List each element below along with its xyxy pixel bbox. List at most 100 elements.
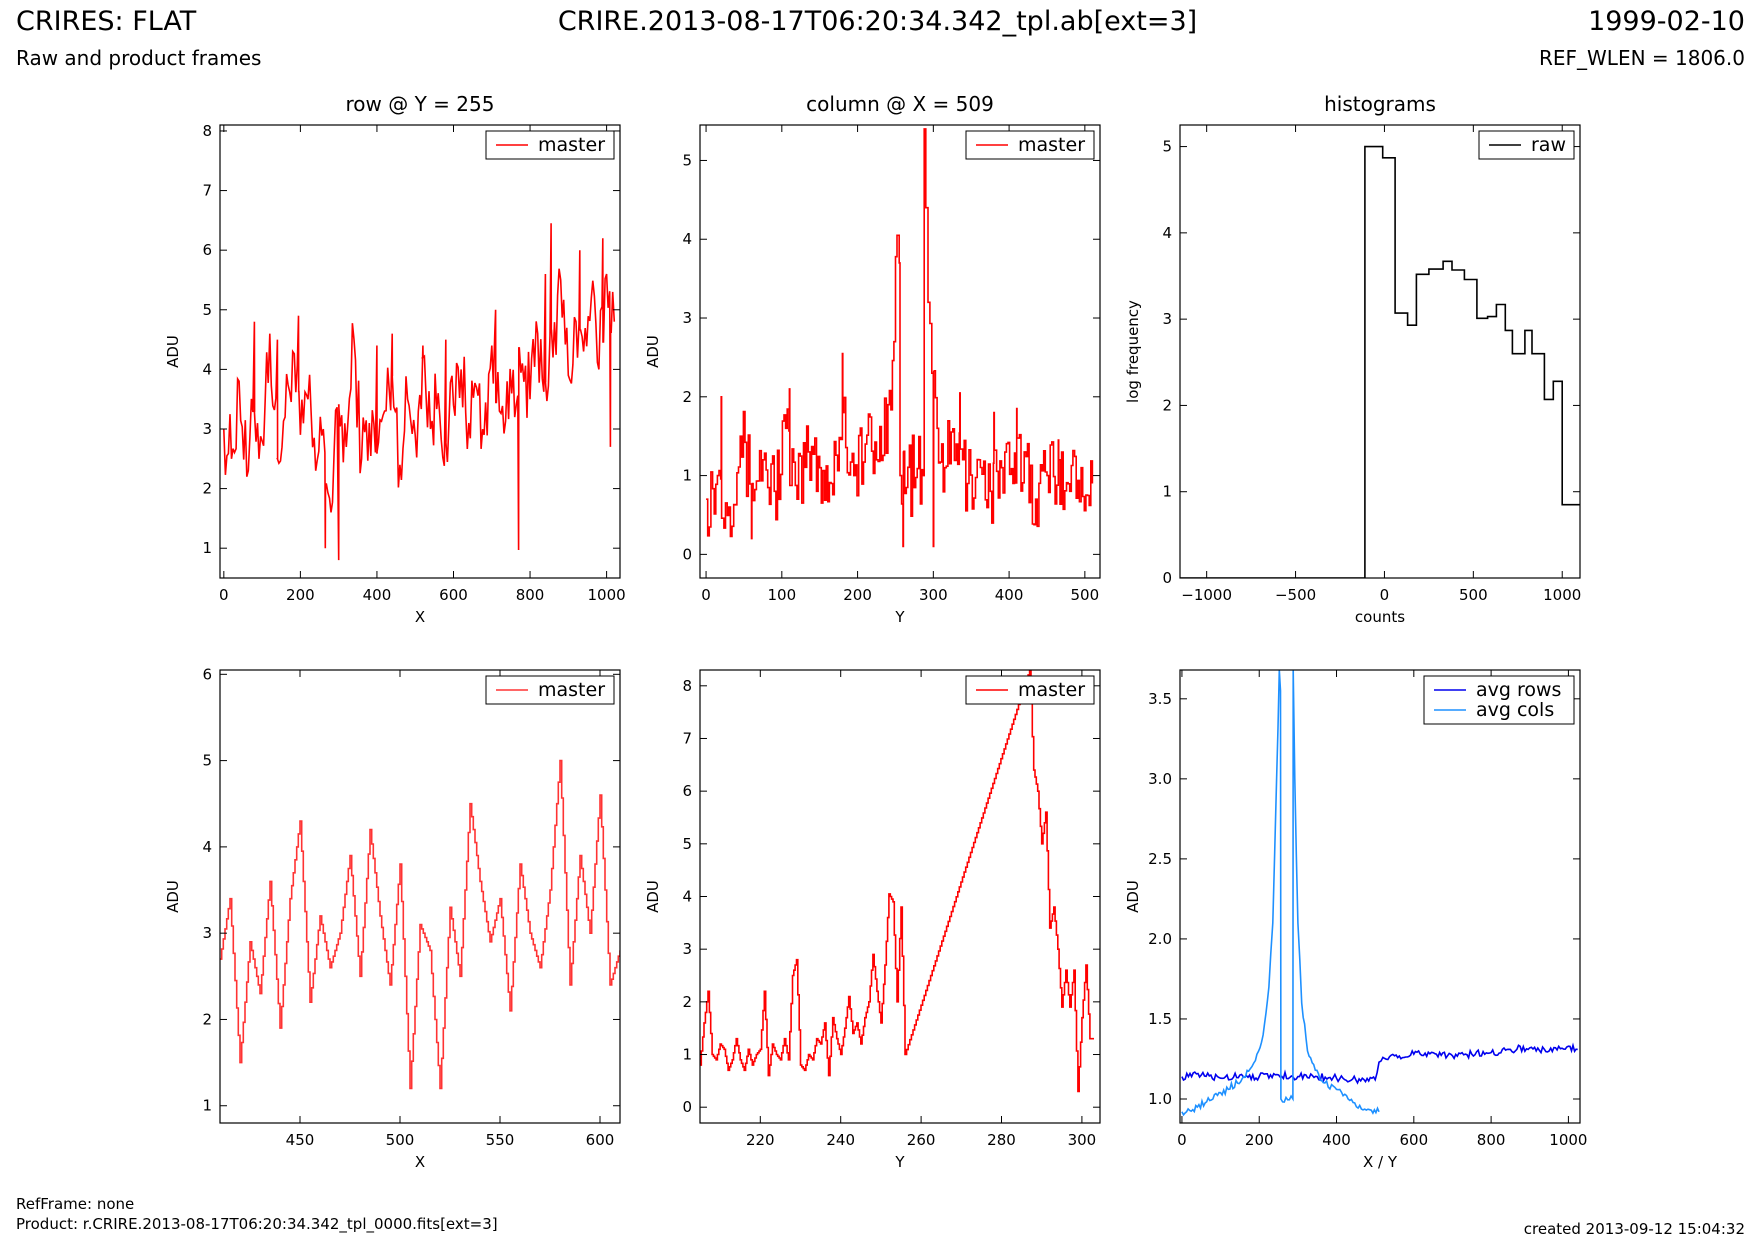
- legend: master: [485, 130, 615, 160]
- chart-column-zoom: 220 240 260 280 300 0 1 2 3 4 5 6 7 8 Y ADU master: [644, 669, 1101, 1171]
- ref-frame-label: RefFrame: none: [16, 1195, 135, 1213]
- plot-frame: [1179, 669, 1581, 1124]
- x-tick-label: 450: [286, 1131, 315, 1149]
- legend-entry: master: [538, 679, 605, 701]
- chart-row: 0 200 400 600 800 1000 1 2 3 4 5 6 7 8 row @ Y = 255 X A…: [164, 92, 626, 626]
- x-tick-label: 1000: [1549, 1131, 1587, 1149]
- series-line-averages-1: [1181, 670, 1380, 1117]
- y-tick-label: 0: [1162, 569, 1172, 587]
- chart-histogram: −1000 −500 0 500 1000 0 1 2 3 4 5 histograms counts l…: [1124, 92, 1581, 626]
- y-tick-label: 6: [202, 241, 212, 259]
- x-tick-label: 400: [995, 586, 1024, 604]
- y-tick-label: 4: [202, 360, 212, 378]
- legend-entry: avg cols: [1476, 699, 1554, 721]
- x-tick-label: 280: [987, 1131, 1016, 1149]
- y-tick-label: 3: [202, 924, 212, 942]
- y-tick-label: 1.0: [1148, 1090, 1172, 1108]
- x-axis-label: X / Y: [1363, 1153, 1398, 1171]
- y-tick-label: 5: [202, 752, 212, 770]
- y-tick-label: 2: [202, 1010, 212, 1028]
- x-tick-label: 800: [1477, 1131, 1506, 1149]
- y-axis-label: ADU: [644, 335, 662, 368]
- y-tick-label: 4: [1162, 224, 1172, 242]
- x-axis-label: X: [415, 608, 425, 626]
- plot-frame: [1179, 124, 1581, 579]
- x-tick-label: 600: [586, 1131, 615, 1149]
- x-tick-label: 500: [386, 1131, 415, 1149]
- y-tick-label: 6: [202, 665, 212, 683]
- chart-column: 0 100 200 300 400 500 0 1 2 3 4 5 column @ X = 509 Y A…: [644, 92, 1101, 626]
- subtitle: Raw and product frames: [16, 46, 262, 70]
- series-line-column-0: [706, 128, 1094, 548]
- y-axis-label: ADU: [164, 880, 182, 913]
- y-tick-label: 5: [202, 301, 212, 319]
- plot-frame: [699, 669, 1101, 1124]
- x-axis-label: Y: [894, 608, 905, 626]
- y-tick-label: 7: [682, 729, 692, 747]
- y-tick-label: 1: [202, 1097, 212, 1115]
- y-tick-label: 1: [682, 1046, 692, 1064]
- plot-frame: [699, 124, 1101, 579]
- x-tick-label: −1000: [1181, 586, 1232, 604]
- x-tick-label: 1000: [588, 586, 626, 604]
- y-axis-label: ADU: [644, 880, 662, 913]
- chart-title: histograms: [1324, 92, 1436, 116]
- y-tick-label: 8: [682, 677, 692, 695]
- legend-box: [1423, 675, 1575, 725]
- x-tick-label: 200: [843, 586, 872, 604]
- y-tick-label: 3: [202, 420, 212, 438]
- series-line-averages-0: [1181, 1042, 1578, 1085]
- plot-frame: [219, 669, 621, 1124]
- x-tick-label: 400: [363, 586, 392, 604]
- y-tick-label: 2: [1162, 396, 1172, 414]
- y-tick-label: 2: [202, 480, 212, 498]
- y-tick-label: 3: [1162, 310, 1172, 328]
- y-tick-label: 5: [682, 151, 692, 169]
- y-tick-label: 4: [682, 888, 692, 906]
- y-tick-label: 3.5: [1148, 690, 1172, 708]
- x-tick-label: −500: [1275, 586, 1316, 604]
- file-title: CRIRE.2013-08-17T06:20:34.342_tpl.ab[ext…: [557, 6, 1198, 37]
- x-tick-label: 0: [1380, 586, 1390, 604]
- series-line-column-zoom-0: [700, 670, 1094, 1093]
- legend: raw: [1478, 130, 1575, 160]
- series-line-histogram-0: [1180, 145, 1580, 578]
- x-axis-label: counts: [1355, 608, 1405, 626]
- y-tick-label: 1.5: [1148, 1010, 1172, 1028]
- x-tick-label: 240: [826, 1131, 855, 1149]
- x-tick-label: 0: [219, 586, 229, 604]
- y-tick-label: 0: [682, 545, 692, 563]
- legend-entry: master: [1018, 679, 1085, 701]
- x-tick-label: 300: [1068, 1131, 1097, 1149]
- legend: master: [965, 130, 1095, 160]
- ref-wlen-label: REF_WLEN = 1806.0: [1538, 46, 1745, 70]
- x-axis-label: Y: [894, 1153, 905, 1171]
- y-tick-label: 7: [202, 182, 212, 200]
- y-tick-label: 8: [202, 122, 212, 140]
- x-tick-label: 0: [1177, 1131, 1187, 1149]
- y-tick-label: 0: [682, 1098, 692, 1116]
- x-tick-label: 600: [1399, 1131, 1428, 1149]
- legend: master: [485, 675, 615, 705]
- y-tick-label: 3.0: [1148, 770, 1172, 788]
- x-tick-label: 300: [919, 586, 948, 604]
- legend-entry: master: [538, 134, 605, 156]
- series-line-row-0: [223, 223, 616, 561]
- date-label: 1999-02-10: [1588, 6, 1745, 37]
- product-label: Product: r.CRIRE.2013-08-17T06:20:34.342…: [16, 1215, 498, 1233]
- created-label: created 2013-09-12 15:04:32: [1523, 1220, 1745, 1238]
- x-tick-label: 0: [701, 586, 711, 604]
- legend-entry: avg rows: [1476, 679, 1561, 701]
- y-tick-label: 2: [682, 993, 692, 1011]
- y-tick-label: 1: [202, 539, 212, 557]
- y-tick-label: 4: [682, 230, 692, 248]
- y-tick-label: 2.5: [1148, 850, 1172, 868]
- chart-title: row @ Y = 255: [346, 92, 495, 116]
- y-axis-label: log frequency: [1124, 300, 1142, 403]
- x-tick-label: 500: [1071, 586, 1100, 604]
- y-tick-label: 2.0: [1148, 930, 1172, 948]
- x-tick-label: 220: [746, 1131, 775, 1149]
- x-tick-label: 500: [1459, 586, 1488, 604]
